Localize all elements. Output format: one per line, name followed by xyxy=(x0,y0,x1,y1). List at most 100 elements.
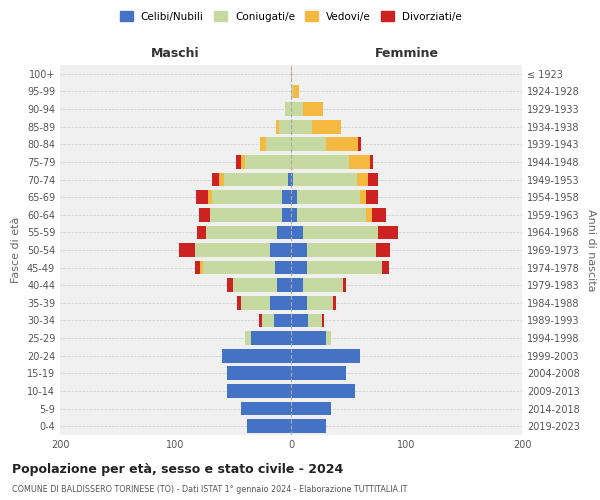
Bar xyxy=(291,331,331,345)
Bar xyxy=(291,190,297,204)
Bar xyxy=(291,102,302,116)
Bar xyxy=(291,155,373,169)
Bar xyxy=(199,208,291,222)
Bar xyxy=(291,260,307,274)
Bar xyxy=(179,243,291,257)
Bar xyxy=(291,420,326,433)
Bar xyxy=(282,190,291,204)
Bar xyxy=(291,331,331,345)
Bar xyxy=(291,172,377,186)
Bar xyxy=(241,402,291,415)
Bar xyxy=(291,172,357,186)
Bar xyxy=(291,331,331,345)
Bar xyxy=(291,84,299,98)
Bar xyxy=(291,366,346,380)
Bar xyxy=(260,138,291,151)
Bar xyxy=(227,366,291,380)
Bar xyxy=(291,384,355,398)
Bar xyxy=(291,402,331,415)
Bar xyxy=(245,155,291,169)
Bar xyxy=(285,102,291,116)
Bar xyxy=(291,102,323,116)
Bar xyxy=(282,208,291,222)
Bar xyxy=(274,314,291,328)
Bar xyxy=(227,384,291,398)
Bar xyxy=(245,331,291,345)
Bar xyxy=(275,260,291,274)
Bar xyxy=(291,155,349,169)
Bar xyxy=(247,420,291,433)
Bar xyxy=(277,278,291,292)
Bar xyxy=(212,190,291,204)
Bar xyxy=(291,138,358,151)
Bar xyxy=(291,190,366,204)
Bar xyxy=(291,384,355,398)
Bar xyxy=(227,278,291,292)
Bar xyxy=(262,314,291,328)
Bar xyxy=(291,243,391,257)
Bar xyxy=(291,314,325,328)
Bar xyxy=(291,84,293,98)
Bar xyxy=(291,278,343,292)
Bar xyxy=(245,331,291,345)
Y-axis label: Fasce di età: Fasce di età xyxy=(11,217,21,283)
Bar xyxy=(291,226,398,239)
Bar xyxy=(195,243,291,257)
Bar xyxy=(251,331,291,345)
Bar xyxy=(291,314,322,328)
Bar xyxy=(291,402,331,415)
Bar xyxy=(291,67,292,80)
Bar xyxy=(227,384,291,398)
Bar xyxy=(287,172,291,186)
Bar xyxy=(222,349,291,362)
Text: COMUNE DI BALDISSERO TORINESE (TO) - Dati ISTAT 1° gennaio 2024 - Elaborazione T: COMUNE DI BALDISSERO TORINESE (TO) - Dat… xyxy=(12,485,407,494)
Bar xyxy=(291,349,360,362)
Bar xyxy=(241,296,291,310)
Bar xyxy=(197,226,291,239)
Bar xyxy=(227,366,291,380)
Text: Femmine: Femmine xyxy=(374,46,439,60)
Bar xyxy=(237,296,291,310)
Text: Popolazione per età, sesso e stato civile - 2024: Popolazione per età, sesso e stato civil… xyxy=(12,462,343,475)
Bar xyxy=(291,243,376,257)
Bar xyxy=(241,155,291,169)
Bar xyxy=(291,402,331,415)
Bar xyxy=(236,155,291,169)
Bar xyxy=(241,402,291,415)
Bar xyxy=(291,420,326,433)
Bar xyxy=(291,67,292,80)
Bar xyxy=(247,420,291,433)
Bar xyxy=(291,226,302,239)
Bar xyxy=(291,349,360,362)
Bar xyxy=(285,102,291,116)
Bar xyxy=(220,172,291,186)
Bar xyxy=(195,243,291,257)
Bar xyxy=(247,420,291,433)
Bar xyxy=(291,208,366,222)
Bar xyxy=(291,260,389,274)
Bar xyxy=(277,226,291,239)
Bar xyxy=(212,172,291,186)
Bar xyxy=(291,420,326,433)
Bar xyxy=(291,296,307,310)
Bar xyxy=(227,366,291,380)
Bar xyxy=(233,278,291,292)
Bar xyxy=(291,155,370,169)
Bar xyxy=(222,349,291,362)
Bar xyxy=(291,172,293,186)
Bar xyxy=(291,278,346,292)
Bar xyxy=(270,243,291,257)
Bar xyxy=(291,190,360,204)
Bar xyxy=(241,296,291,310)
Bar xyxy=(262,314,291,328)
Bar xyxy=(291,314,322,328)
Bar xyxy=(291,102,323,116)
Bar xyxy=(291,296,332,310)
Bar xyxy=(291,243,307,257)
Bar xyxy=(291,138,361,151)
Bar xyxy=(291,172,368,186)
Bar xyxy=(208,190,291,204)
Bar xyxy=(291,296,336,310)
Bar xyxy=(291,366,346,380)
Bar xyxy=(291,208,297,222)
